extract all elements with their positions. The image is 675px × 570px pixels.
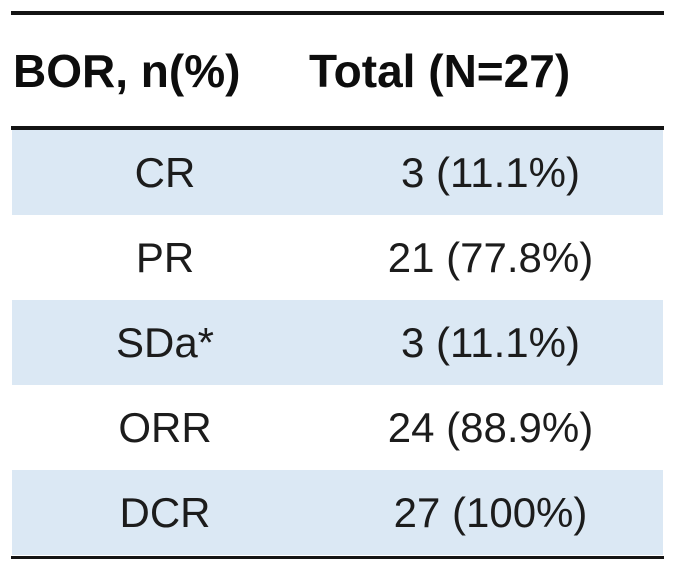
row-value: 21 (77.8%) xyxy=(387,233,594,281)
top-rule xyxy=(11,11,664,15)
row-value: 3 (11.1%) xyxy=(401,148,580,196)
table-row: DCR 27 (100%) xyxy=(12,470,663,555)
row-label: ORR xyxy=(118,403,212,451)
table-header: BOR, n(%) Total (N=27) xyxy=(12,15,663,126)
table-row: ORR 24 (88.9%) xyxy=(12,385,663,470)
table-body: CR 3 (11.1%) PR 21 (77.8%) SDa* 3 (11.1%) ORR 2… xyxy=(12,130,663,555)
row-label: DCR xyxy=(119,488,211,536)
header-bor-label: BOR, n(%) xyxy=(13,44,241,97)
row-label: PR xyxy=(135,233,195,281)
table-row: SDa* 3 (11.1%) xyxy=(12,300,663,385)
row-label: SDa* xyxy=(115,318,215,366)
row-value: 3 (11.1%) xyxy=(401,318,580,366)
row-value: 27 (100%) xyxy=(393,488,588,536)
bottom-rule xyxy=(11,556,664,559)
row-label: CR xyxy=(134,148,196,196)
table-row: PR 21 (77.8%) xyxy=(12,215,663,300)
header-rule xyxy=(11,126,664,130)
header-total-label: Total (N=27) xyxy=(309,44,571,97)
row-value: 24 (88.9%) xyxy=(387,403,594,451)
table-row: CR 3 (11.1%) xyxy=(12,130,663,215)
